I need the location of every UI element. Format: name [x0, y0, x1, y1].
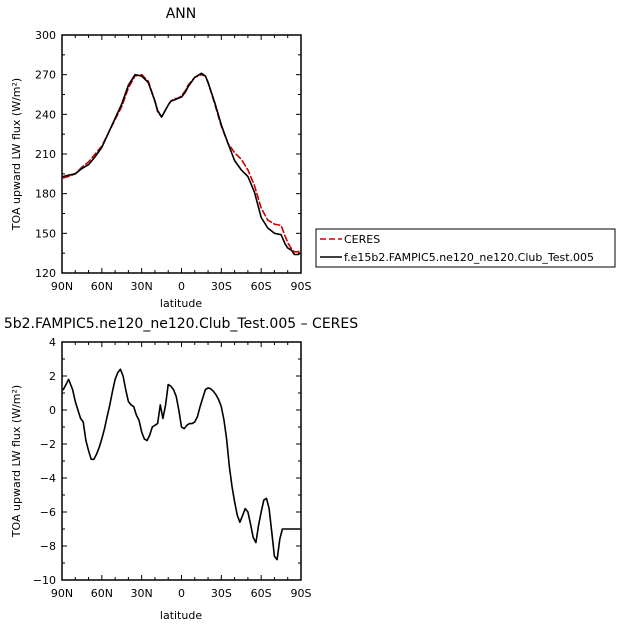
y-tick-label: 270 — [35, 69, 56, 82]
legend: CERES f.e15b2.FAMPIC5.ne120_ne120.Club_T… — [315, 228, 616, 268]
y-tick-label: 0 — [49, 404, 56, 417]
x-tick-label: 0 — [178, 587, 185, 600]
x-tick-label: 30N — [131, 280, 153, 293]
y-tick-label: 300 — [35, 29, 56, 42]
y-tick-label: 180 — [35, 188, 56, 201]
x-tick-label: 30N — [131, 587, 153, 600]
x-tick-label: 90N — [51, 280, 73, 293]
y-tick-label: 210 — [35, 148, 56, 161]
y-tick-label: −2 — [40, 438, 56, 451]
x-tick-label: 60S — [251, 280, 272, 293]
bottom-panel: 5b2.FAMPIC5.ne120_ne120.Club_Test.005 – … — [4, 316, 358, 622]
x-tick-label: 90N — [51, 587, 73, 600]
y-tick-label: −6 — [40, 506, 56, 519]
x-tick-label: 90S — [291, 280, 312, 293]
series-line-0-1 — [62, 72, 301, 256]
x-tick-label: 30S — [211, 280, 232, 293]
series-line-1-0 — [62, 368, 301, 561]
x-tick-label: 60S — [251, 587, 272, 600]
bottom-panel-ylabel: TOA upward LW flux (W/m²) — [10, 385, 23, 538]
y-tick-label: −4 — [40, 472, 56, 485]
legend-label-ceres: CERES — [344, 233, 380, 246]
bottom-panel-ticks: 90N 60N 30N 0 30S 60S 90S −10 −8 −6 −4 −2 0 2 4 — [33, 336, 312, 600]
x-tick-label: 30S — [211, 587, 232, 600]
y-tick-label: −8 — [40, 540, 56, 553]
legend-label-model: f.e15b2.FAMPIC5.ne120_ne120.Club_Test.00… — [344, 251, 594, 264]
legend-box — [315, 228, 616, 268]
x-tick-label: 0 — [178, 280, 185, 293]
bottom-panel-series — [62, 368, 301, 561]
bottom-panel-xlabel: latitude — [160, 609, 202, 622]
y-tick-label: 240 — [35, 108, 56, 121]
series-line-0-0 — [62, 73, 301, 253]
bottom-panel-title: 5b2.FAMPIC5.ne120_ne120.Club_Test.005 – … — [4, 316, 358, 332]
top-panel-ticks: 90N 60N 30N 0 30S 60S 90S 120 150 180 210 240 270 300 — [35, 29, 312, 293]
y-tick-label: −10 — [33, 574, 56, 587]
y-tick-label: 2 — [49, 370, 56, 383]
top-panel-ylabel: TOA upward LW flux (W/m²) — [10, 78, 23, 231]
bottom-panel-frame — [61, 341, 302, 581]
y-tick-label: 150 — [35, 227, 56, 240]
top-panel: ANN TOA upward LW flux (W/m²) latitude 9… — [10, 6, 312, 310]
top-panel-series — [62, 72, 301, 256]
y-tick-label: 4 — [49, 336, 56, 349]
y-tick-label: 120 — [35, 267, 56, 280]
top-panel-title: ANN — [166, 6, 197, 22]
x-tick-label: 60N — [91, 587, 113, 600]
x-tick-label: 90S — [291, 587, 312, 600]
x-tick-label: 60N — [91, 280, 113, 293]
top-panel-xlabel: latitude — [160, 297, 202, 310]
